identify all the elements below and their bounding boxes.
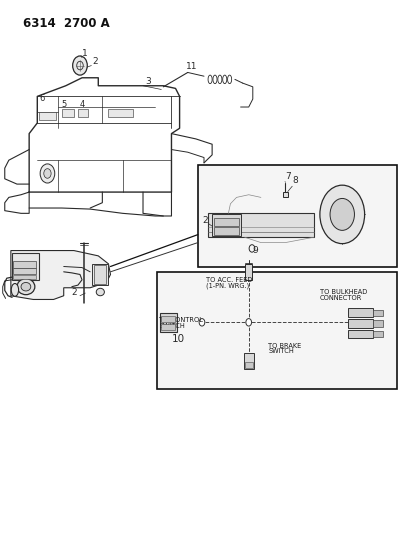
Bar (13, 261, 36, 268)
Bar (246, 264, 252, 280)
Text: 2: 2 (202, 216, 208, 225)
Text: 5: 5 (62, 100, 67, 109)
Circle shape (330, 198, 355, 230)
Bar (12, 253, 38, 280)
Bar (373, 331, 383, 337)
Text: 1: 1 (82, 49, 88, 58)
Circle shape (73, 56, 87, 75)
Bar (157, 272, 397, 389)
Text: CONNECTOR: CONNECTOR (320, 295, 362, 301)
Bar (13, 268, 36, 274)
Text: 6314  2700 A: 6314 2700 A (23, 17, 110, 30)
Text: 2: 2 (72, 288, 78, 297)
Text: 6: 6 (39, 94, 45, 103)
Bar (94, 265, 106, 284)
Text: (1-PN. WRG.): (1-PN. WRG.) (206, 282, 249, 289)
Text: TO BULKHEAD: TO BULKHEAD (320, 289, 367, 295)
Bar (62, 109, 74, 117)
Bar (283, 192, 288, 197)
Text: TO BRAKE: TO BRAKE (268, 343, 302, 349)
Text: 8: 8 (293, 176, 298, 184)
Text: 3: 3 (145, 77, 151, 86)
Circle shape (199, 319, 205, 326)
Text: 9: 9 (253, 246, 259, 255)
Bar (348, 330, 373, 338)
Ellipse shape (17, 279, 35, 295)
Polygon shape (11, 251, 111, 300)
Bar (348, 319, 373, 328)
Text: TO CONTROL: TO CONTROL (159, 317, 203, 323)
Bar (161, 325, 175, 330)
Bar (160, 313, 177, 332)
Ellipse shape (96, 288, 104, 296)
Text: SWITCH: SWITCH (159, 323, 185, 329)
Bar (348, 309, 373, 317)
Text: 7: 7 (285, 173, 291, 181)
Text: SWITCH: SWITCH (268, 349, 294, 354)
Bar (244, 353, 254, 369)
Circle shape (40, 164, 55, 183)
Ellipse shape (21, 282, 31, 291)
Circle shape (246, 319, 252, 326)
Bar (39, 112, 55, 120)
Bar (78, 109, 88, 117)
Bar (373, 310, 383, 316)
Text: 4: 4 (80, 100, 85, 109)
Bar (13, 275, 36, 279)
Bar (109, 109, 133, 117)
Bar (198, 165, 397, 266)
Circle shape (320, 185, 365, 244)
Circle shape (44, 168, 51, 178)
Text: 11: 11 (186, 62, 197, 71)
Bar (214, 217, 239, 225)
Bar (214, 227, 239, 235)
Ellipse shape (11, 284, 19, 296)
Bar (245, 362, 253, 368)
Bar (212, 214, 241, 236)
Bar (161, 317, 175, 322)
Bar (208, 213, 314, 237)
Text: 2: 2 (92, 56, 98, 66)
Bar (373, 320, 383, 327)
Bar (92, 264, 109, 285)
Text: TO ACC. FEED: TO ACC. FEED (206, 277, 253, 282)
Text: 10: 10 (171, 334, 184, 344)
